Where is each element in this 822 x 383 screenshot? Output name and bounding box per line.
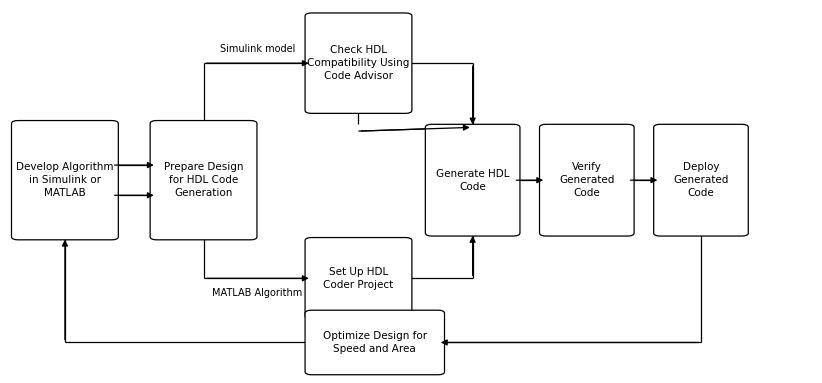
Text: Set Up HDL
Coder Project: Set Up HDL Coder Project [323,267,394,290]
FancyBboxPatch shape [653,124,748,236]
FancyBboxPatch shape [305,13,412,113]
Text: Check HDL
Compatibility Using
Code Advisor: Check HDL Compatibility Using Code Advis… [307,45,409,81]
Text: Prepare Design
for HDL Code
Generation: Prepare Design for HDL Code Generation [164,162,243,198]
Text: Generate HDL
Code: Generate HDL Code [436,169,510,192]
FancyBboxPatch shape [150,121,257,240]
FancyBboxPatch shape [425,124,520,236]
Text: Verify
Generated
Code: Verify Generated Code [559,162,615,198]
Text: Deploy
Generated
Code: Deploy Generated Code [673,162,728,198]
Text: Develop Algorithm
in Simulink or
MATLAB: Develop Algorithm in Simulink or MATLAB [16,162,113,198]
Text: MATLAB Algorithm: MATLAB Algorithm [212,288,302,298]
Text: Optimize Design for
Speed and Area: Optimize Design for Speed and Area [323,331,427,354]
Text: Simulink model: Simulink model [219,44,295,54]
FancyBboxPatch shape [305,310,445,375]
FancyBboxPatch shape [305,237,412,319]
FancyBboxPatch shape [539,124,634,236]
FancyBboxPatch shape [12,121,118,240]
